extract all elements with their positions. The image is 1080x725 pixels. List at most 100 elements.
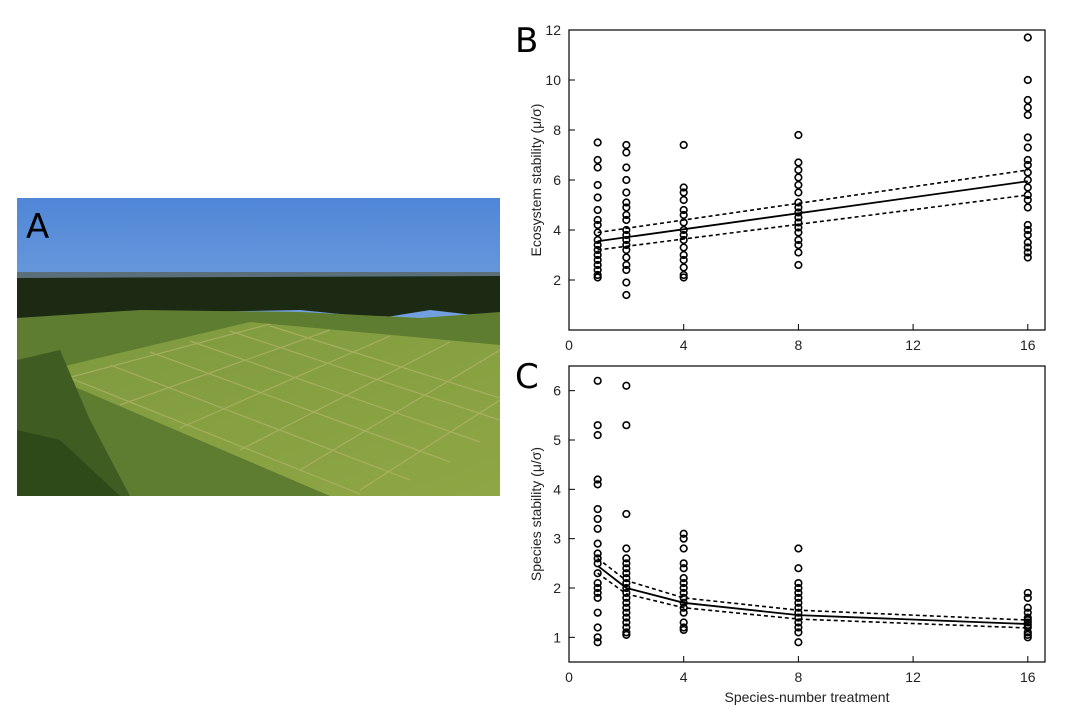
point [622, 559, 631, 568]
point [622, 618, 631, 627]
x-tick-label: 0 [565, 337, 573, 353]
point [679, 608, 688, 617]
point [679, 625, 688, 635]
panel-label: A [26, 207, 49, 247]
point [1023, 620, 1032, 630]
x-tick-label: 8 [794, 337, 802, 353]
fit-line [597, 565, 1028, 625]
point [622, 198, 631, 207]
point [1023, 628, 1032, 637]
point [1023, 33, 1032, 42]
point [679, 534, 688, 543]
point [794, 593, 803, 602]
point [794, 130, 803, 140]
y-tick-label: 2 [553, 272, 561, 288]
fit-line [597, 180, 1028, 243]
point [622, 148, 631, 157]
x-tick-label: 0 [565, 669, 573, 685]
point [794, 623, 803, 632]
point [593, 588, 602, 598]
point [794, 260, 803, 270]
point [622, 210, 631, 220]
fit-line [597, 169, 1028, 234]
y-tick-label: 1 [553, 629, 561, 645]
point [593, 593, 602, 602]
point [1023, 230, 1032, 240]
point [794, 578, 803, 588]
point [622, 290, 631, 300]
point [794, 583, 803, 593]
point [794, 203, 803, 212]
point [593, 539, 602, 548]
point [794, 188, 803, 197]
x-tick-label: 16 [1020, 337, 1036, 353]
point [1023, 160, 1032, 170]
point [1023, 633, 1032, 642]
point [679, 235, 688, 245]
x-tick-label: 4 [680, 337, 688, 353]
point [1023, 203, 1032, 212]
point [622, 225, 631, 235]
x-tick-label: 12 [905, 337, 921, 353]
fit-line [597, 194, 1028, 251]
point [622, 509, 631, 519]
point [593, 608, 602, 617]
point [679, 183, 688, 192]
point [622, 564, 631, 573]
point [593, 638, 602, 647]
y-tick-label: 3 [553, 531, 561, 547]
y-tick-label: 4 [553, 481, 561, 497]
point [1023, 103, 1032, 112]
point [679, 618, 688, 627]
y-axis-label: Ecosystem stability (μ/σ) [528, 104, 544, 257]
point [593, 273, 602, 282]
point [593, 260, 602, 270]
point [794, 248, 803, 257]
point [679, 188, 688, 197]
point [1023, 588, 1032, 598]
fit-line [597, 572, 1028, 629]
point [622, 569, 631, 578]
point [679, 529, 688, 538]
point [1023, 613, 1032, 622]
point [593, 524, 602, 533]
point [1023, 243, 1032, 252]
point [794, 158, 803, 167]
point [622, 588, 631, 598]
point [679, 205, 688, 215]
point [622, 544, 631, 553]
y-axis-label: Species stability (μ/σ) [528, 447, 544, 581]
point [679, 263, 688, 272]
point [794, 544, 803, 553]
point [679, 578, 688, 588]
fit-line [597, 557, 1028, 621]
point [593, 240, 602, 250]
point [679, 195, 688, 205]
point [794, 618, 803, 627]
x-tick-label: 12 [905, 669, 921, 685]
point [593, 578, 602, 588]
point [622, 188, 631, 197]
point [679, 623, 688, 632]
point [593, 220, 602, 230]
point [794, 235, 803, 245]
point [593, 255, 602, 265]
point [1023, 248, 1032, 257]
point [794, 165, 803, 175]
point [593, 549, 602, 558]
point [794, 240, 803, 250]
plot-frame [568, 29, 1046, 331]
point [593, 623, 602, 632]
point [679, 574, 688, 583]
y-tick-label: 8 [553, 122, 561, 138]
point [622, 554, 631, 563]
point [1023, 110, 1032, 120]
y-tick-label: 5 [553, 432, 561, 448]
point [794, 213, 803, 222]
point [1023, 143, 1032, 152]
y-tick-label: 4 [553, 222, 561, 238]
point [794, 218, 803, 227]
x-tick-label: 16 [1020, 669, 1036, 685]
